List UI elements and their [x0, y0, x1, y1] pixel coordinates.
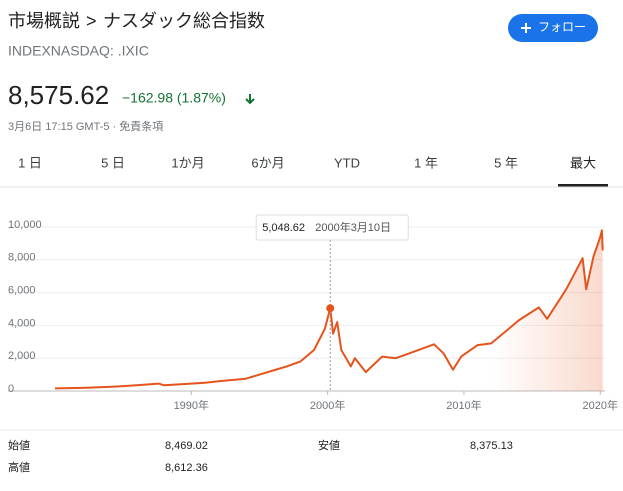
stat-name: 高値 [8, 460, 30, 474]
y-tick-label: 8,000 [8, 252, 36, 264]
y-tick-label: 0 [8, 383, 14, 395]
y-tick-label: 10,000 [8, 219, 42, 231]
x-tick-label: 2020年 [583, 398, 618, 412]
tabs: 1 日 5 日 1か月 6か月 YTD 1 年 5 年 最大 [18, 155, 608, 187]
stat-name: 始値 [8, 438, 30, 452]
y-tick-label: 2,000 [8, 350, 36, 362]
tooltip-box [255, 214, 409, 241]
x-tick-label: 2010年 [446, 398, 481, 412]
area [55, 230, 603, 391]
tab[interactable]: 6か月 [251, 155, 284, 170]
tab[interactable]: 5 年 [494, 155, 518, 170]
tab[interactable]: 1 年 [414, 155, 438, 170]
change: −162.98 (1.87%) [122, 90, 226, 106]
stat-name: 安値 [318, 438, 340, 452]
tab[interactable]: 1 日 [18, 155, 42, 170]
stat-value: 8,612.36 [165, 462, 208, 474]
symbol: INDEXNASDAQ: .IXIC [8, 43, 149, 59]
stat-value: 8,375.13 [470, 440, 513, 452]
tab[interactable]: 最大 [570, 155, 596, 170]
price: 8,575.62 [8, 80, 109, 110]
follow-button[interactable]: フォロー [508, 14, 598, 42]
chart: 0 2,000 4,000 6,000 8,000 10,000 1990年 2000年 201… [8, 214, 618, 412]
tab[interactable]: 5 日 [101, 155, 125, 170]
timestamp: 3月6日 17:15 GMT-5 · 免責条項 [8, 119, 163, 133]
x-tick-label: 2000年 [310, 398, 345, 412]
stats: 始値 8,469.02 安値 8,375.13 高値 8,612.36 [8, 438, 513, 474]
title: ナスダック総合指数 [103, 11, 265, 31]
line [54, 229, 604, 390]
y-tick-label: 4,000 [8, 317, 36, 329]
down-arrow [245, 94, 255, 105]
plus-icon [521, 23, 531, 33]
tooltip-value: 5,048.62 [262, 222, 305, 234]
button-bg[interactable] [508, 14, 598, 42]
follow-label[interactable]: フォロー [538, 20, 586, 34]
tab-underline [558, 184, 608, 187]
tab[interactable]: 1か月 [171, 155, 204, 170]
tab[interactable]: YTD [334, 155, 360, 170]
breadcrumb[interactable]: 市場概説 [8, 11, 80, 31]
y-tick-label: 6,000 [8, 285, 36, 297]
x-tick-label: 1990年 [174, 398, 209, 412]
separator: > [86, 11, 97, 31]
stat-value: 8,469.02 [165, 440, 208, 452]
highlight-point [326, 304, 335, 313]
tooltip-date: 2000年3月10日 [315, 220, 391, 234]
